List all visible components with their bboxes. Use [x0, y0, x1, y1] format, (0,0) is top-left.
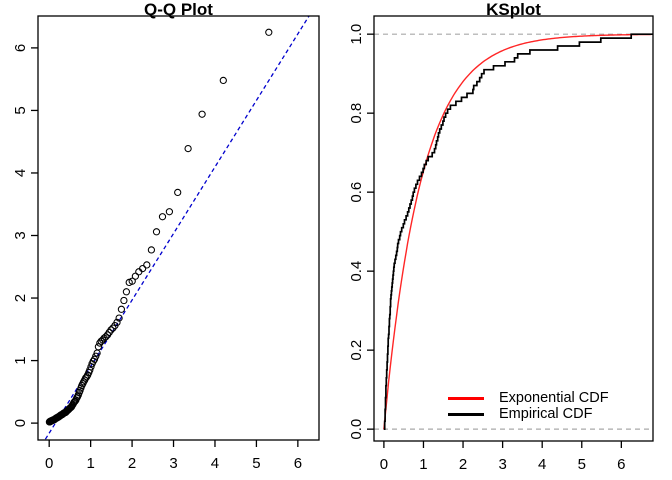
svg-text:6: 6	[12, 44, 29, 52]
svg-text:1: 1	[12, 356, 29, 364]
qq-point	[265, 28, 273, 36]
svg-text:0.4: 0.4	[348, 261, 365, 282]
qq-point	[198, 110, 206, 118]
svg-text:5: 5	[252, 455, 260, 472]
svg-text:0.2: 0.2	[348, 340, 365, 361]
svg-text:1: 1	[419, 456, 427, 473]
qq-point	[94, 343, 103, 351]
svg-text:2: 2	[128, 455, 136, 472]
ks-axes: 0 1 2 3 4 5 6 0.0 0.2 0.4 0.6 0.8 1.0	[348, 15, 654, 473]
empirical-cdf-line-swatch	[448, 412, 484, 416]
svg-text:5: 5	[12, 106, 29, 114]
svg-text:4: 4	[211, 455, 219, 472]
qq-point	[147, 246, 156, 254]
qq-point	[128, 277, 136, 285]
svg-text:2: 2	[12, 294, 29, 302]
svg-text:6: 6	[294, 455, 302, 472]
qq-point	[107, 326, 115, 334]
svg-text:2: 2	[459, 456, 467, 473]
svg-text:0.8: 0.8	[348, 103, 365, 124]
qq-point	[102, 333, 110, 341]
svg-text:6: 6	[617, 456, 625, 473]
svg-text:0: 0	[12, 419, 29, 427]
svg-text:0: 0	[45, 455, 53, 472]
exponential-cdf-curve	[383, 33, 652, 430]
qq-point	[70, 398, 78, 406]
qq-point	[184, 144, 192, 153]
svg-text:3: 3	[169, 455, 177, 472]
svg-text:1: 1	[86, 455, 94, 472]
qq-point	[115, 314, 123, 322]
qq-point	[165, 208, 174, 216]
legend-item-exponential-cdf: Exponential CDF	[448, 390, 609, 406]
legend-label-exponential-cdf: Exponential CDF	[499, 390, 609, 406]
svg-text:3: 3	[498, 456, 506, 473]
qq-point	[131, 272, 140, 280]
exponential-cdf-line-swatch	[448, 396, 484, 400]
qq-point	[113, 318, 121, 327]
svg-text:4: 4	[538, 456, 546, 473]
qq-reference-line	[44, 16, 310, 440]
qq-plot-title: Q-Q Plot	[144, 0, 213, 19]
svg-text:0.6: 0.6	[348, 182, 365, 203]
svg-text:4: 4	[12, 169, 29, 177]
qq-point	[117, 305, 126, 313]
qq-point	[120, 296, 128, 305]
qq-point	[158, 213, 167, 221]
qq-point	[219, 76, 227, 85]
qq-point	[143, 261, 151, 269]
legend-label-empirical-cdf: Empirical CDF	[499, 406, 593, 422]
qq-points	[45, 28, 273, 426]
svg-text:0: 0	[380, 456, 388, 473]
qq-point	[152, 228, 161, 236]
ks-plot-title: KSplot	[486, 0, 541, 19]
empirical-cdf-steps	[383, 33, 653, 431]
qq-axes: 0 1 2 3 4 5 6 0 1 2 3 4 5 6	[12, 15, 320, 472]
qq-point	[174, 188, 182, 197]
svg-text:3: 3	[12, 231, 29, 239]
qq-point	[138, 264, 147, 273]
svg-text:5: 5	[578, 456, 586, 473]
legend-item-empirical-cdf: Empirical CDF	[448, 406, 609, 422]
svg-text:1.0: 1.0	[348, 24, 365, 45]
svg-text:0.0: 0.0	[348, 419, 365, 440]
qq-point	[122, 288, 131, 296]
ks-legend: Exponential CDF Empirical CDF	[448, 390, 609, 422]
qq-point	[86, 366, 94, 374]
